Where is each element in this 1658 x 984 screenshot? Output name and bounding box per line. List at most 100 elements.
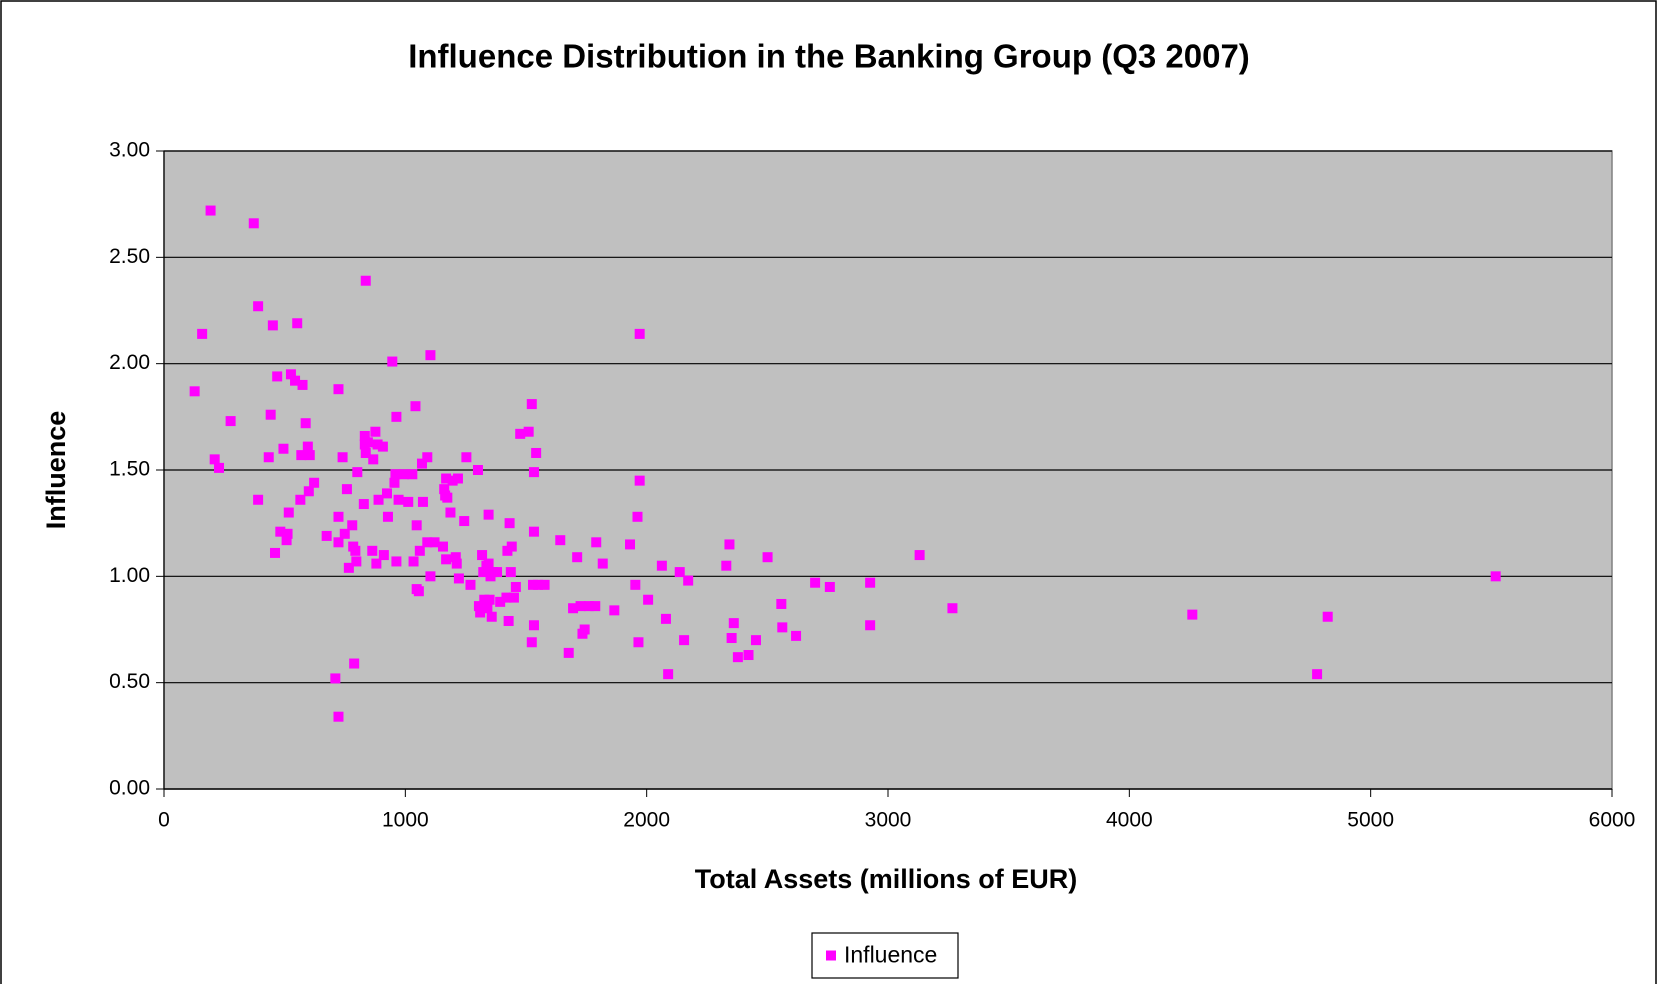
chart-title: Influence Distribution in the Banking Gr… [408,38,1250,75]
point [450,552,461,563]
point [398,469,409,480]
x-tick-label: 0 [158,809,170,832]
point [422,452,433,463]
point [414,545,425,556]
point [914,550,925,561]
point [724,539,735,550]
point [461,452,472,463]
point [292,318,303,329]
point [389,477,400,488]
point [296,450,307,461]
x-tick-label: 1000 [382,809,429,832]
point [225,416,236,427]
point [272,371,283,382]
y-tick-label: 0.50 [109,670,150,693]
point [824,581,835,592]
point [451,558,462,569]
point [283,507,294,518]
point [377,441,388,452]
point [656,560,667,571]
point [505,567,516,578]
y-tick-label: 3.00 [109,139,150,162]
point [425,350,436,361]
point [339,528,350,539]
point [352,467,363,478]
point [282,528,293,539]
y-tick-label: 2.00 [109,351,150,374]
point [526,399,537,410]
point [679,635,690,646]
point [248,218,259,229]
point [683,575,694,586]
point [358,499,369,510]
point [447,475,458,486]
point [674,567,685,578]
point [484,594,495,605]
point [483,558,494,569]
point [360,447,371,458]
point [253,494,264,505]
point [508,592,519,603]
point [372,439,383,450]
point [634,475,645,486]
point [387,356,398,367]
point [442,492,453,503]
y-tick-label: 1.00 [109,564,150,587]
point [478,567,489,578]
point [472,465,483,475]
point [743,650,754,661]
x-tick-label: 4000 [1106,809,1153,832]
point [304,450,315,461]
point [407,469,418,480]
point [360,275,371,286]
point [410,401,421,412]
point [275,526,286,537]
point [253,301,264,312]
point [947,603,958,614]
point [205,205,216,216]
point [663,669,674,680]
point [526,637,537,648]
point [492,567,503,578]
point [459,516,470,527]
point [417,496,428,507]
point [1312,669,1323,680]
point [523,426,534,437]
point [503,615,514,626]
point [660,613,671,624]
point [777,622,788,633]
point [347,520,358,531]
point [453,573,464,584]
point [390,469,401,480]
point [371,558,382,569]
point [295,494,306,505]
point [362,437,373,448]
point [721,560,732,571]
point [583,601,594,612]
point [528,620,539,631]
point [528,526,539,537]
point [597,558,608,569]
point [726,633,737,644]
point [590,601,601,612]
point [515,428,526,439]
point [750,635,761,646]
point [285,369,296,380]
point [209,454,220,465]
point [333,511,344,522]
point [1187,609,1198,620]
x-tick-label: 6000 [1589,809,1636,832]
point [321,530,332,541]
point [341,484,352,495]
point [475,607,486,618]
point [309,477,320,488]
point [391,556,402,567]
point [330,673,341,684]
point [263,452,274,463]
point [501,592,512,603]
x-tick-label: 2000 [623,809,670,832]
x-tick-label: 3000 [865,809,912,832]
point [486,611,497,622]
point [391,411,402,422]
